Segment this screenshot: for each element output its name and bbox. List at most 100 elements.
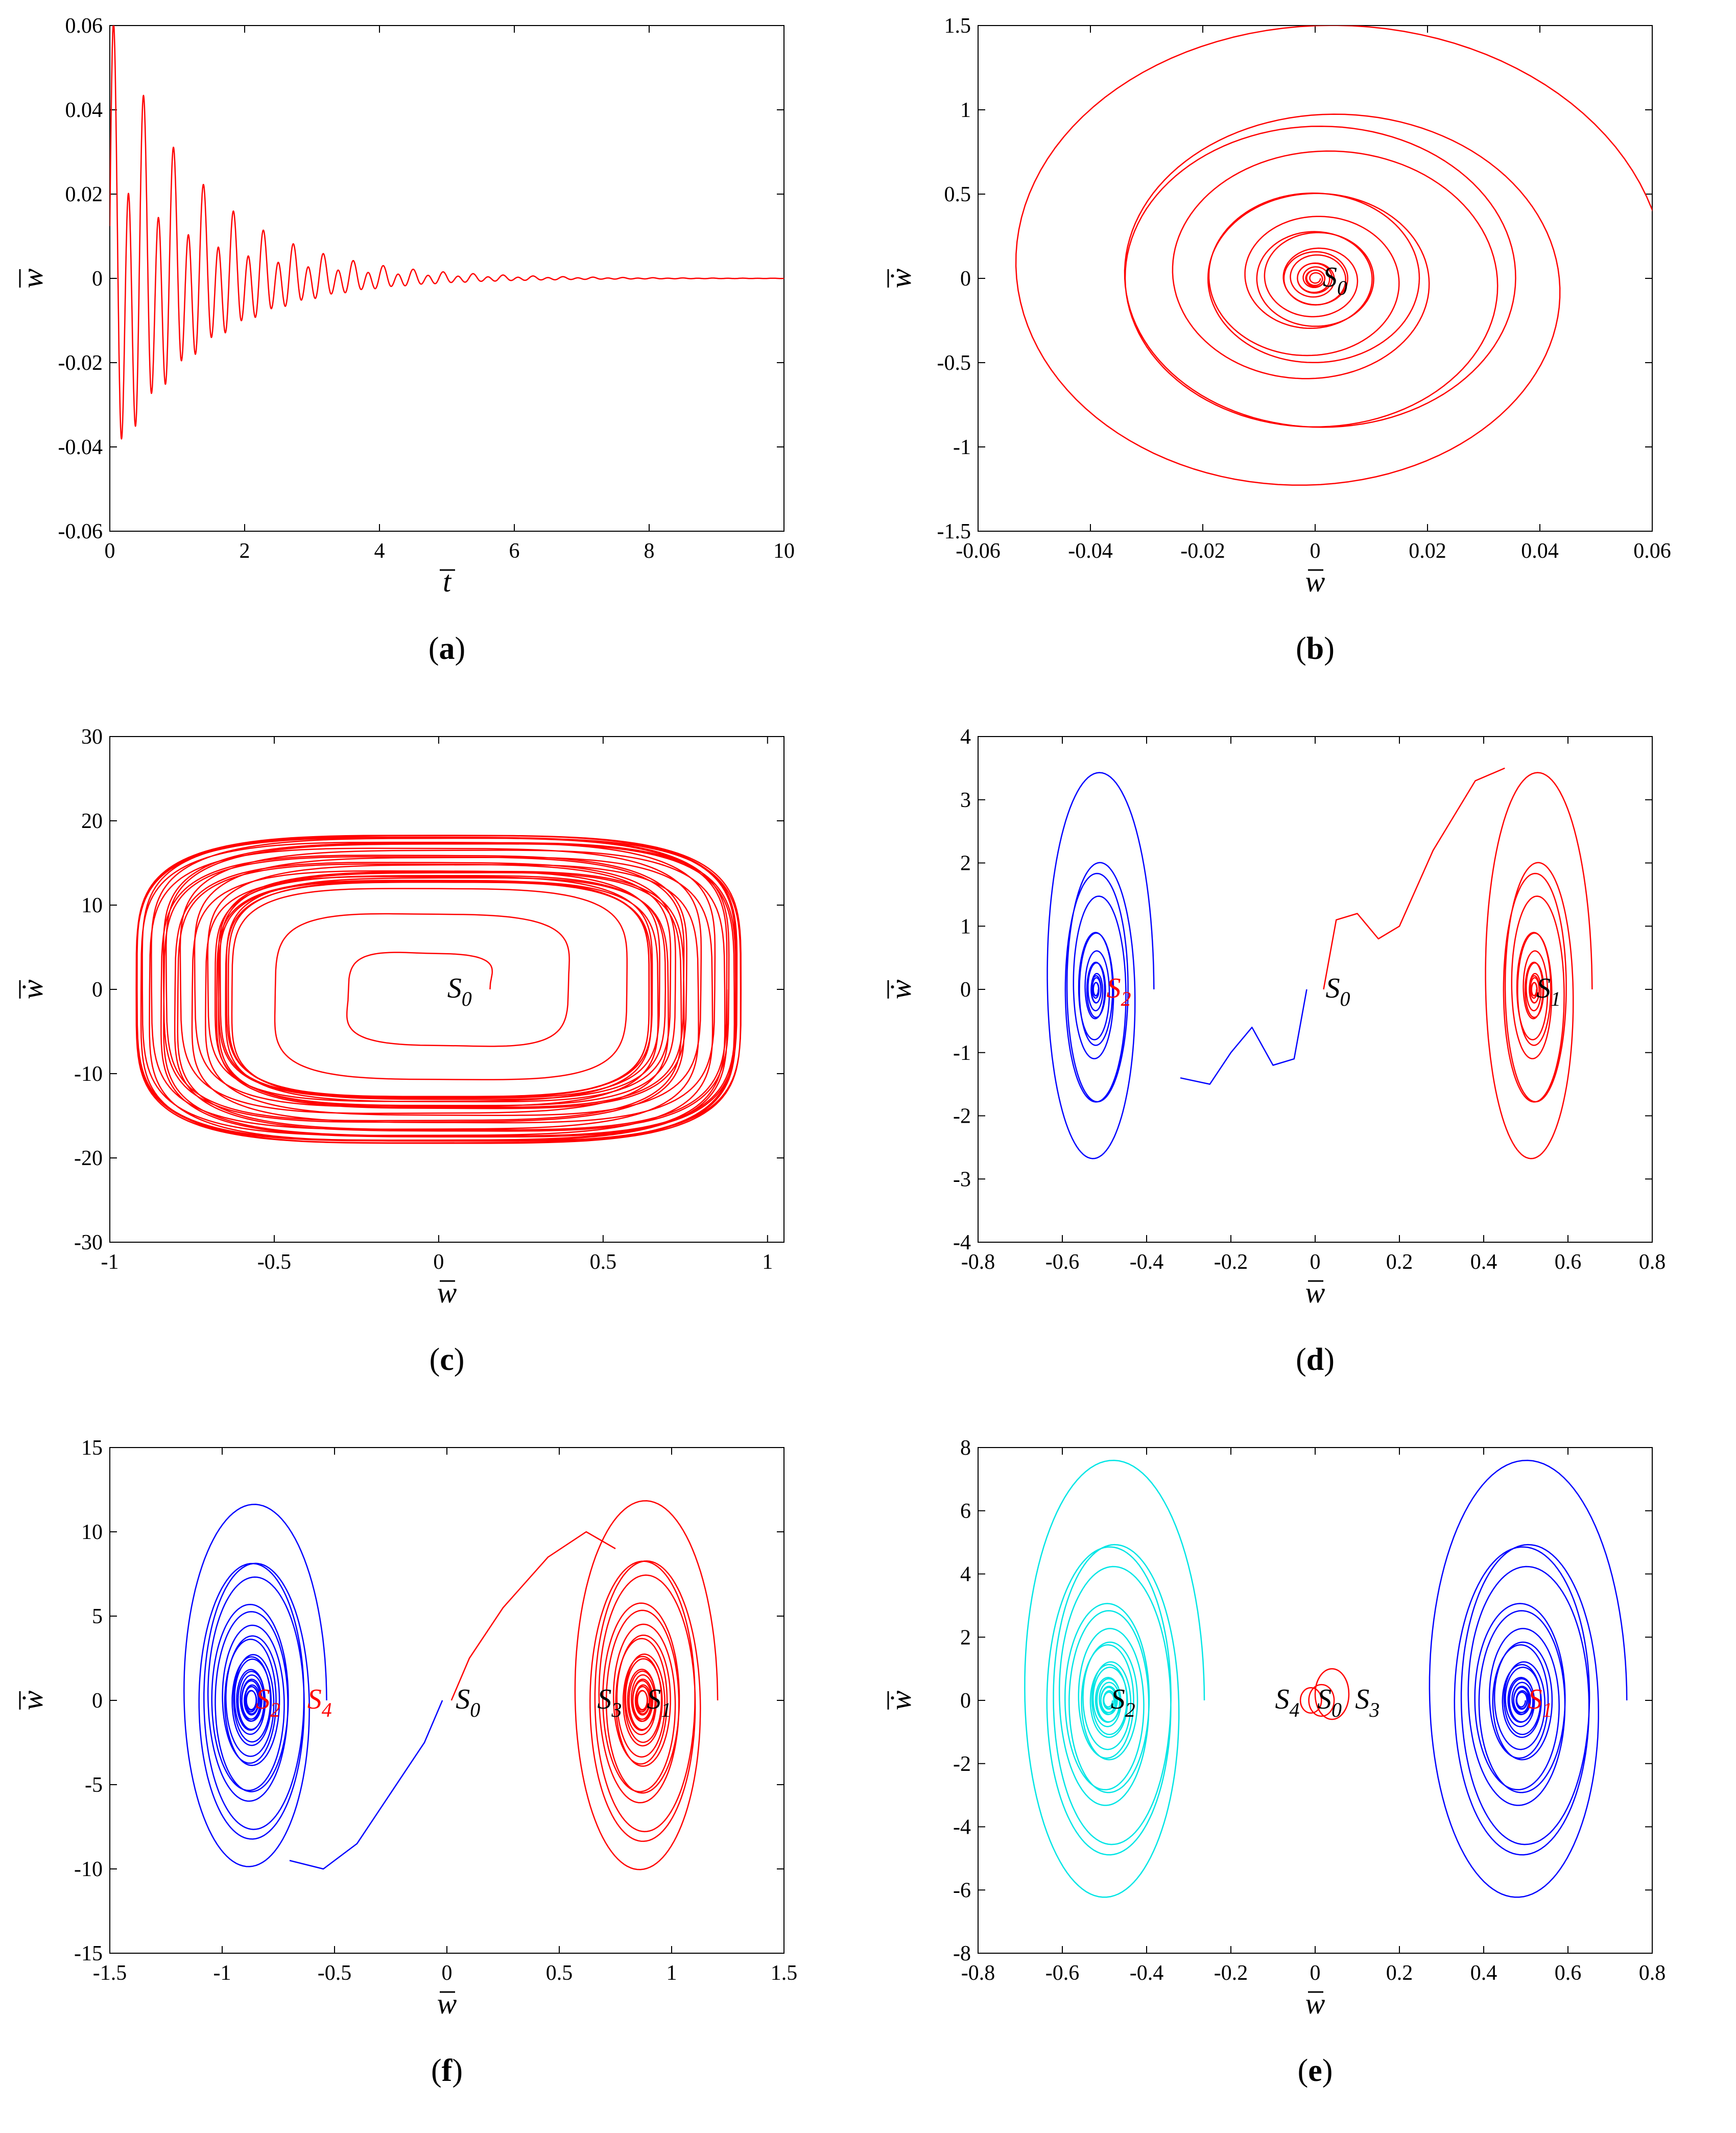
panel-label: (e) [1298,2053,1333,2088]
series-center-loop [1314,1668,1350,1720]
series-left-path [289,1700,443,1870]
panel-label: (f) [431,2053,463,2088]
x-tick-label: 2 [240,539,250,563]
panel-label: (c) [430,1342,465,1377]
series-trajectory [1015,26,1652,486]
y-tick-label: 5 [92,1605,103,1628]
x-tick-label: -0.2 [1214,1250,1248,1274]
series-right [1429,1459,1628,1898]
x-tick-label: 1 [667,1961,677,1985]
y-tick-label: 0 [960,1689,971,1713]
series-right-path [450,1531,616,1701]
x-tick-label: -0.06 [956,539,1001,563]
panel-d: -0.8 -0.6 -0.4 -0.2 0 0.2 0.4 0.6 0.8 -4 -3 -2 -1 0 1 2… [868,711,1736,1422]
x-tick-label: 0.2 [1386,1250,1413,1274]
y-tick-label: 4 [960,725,971,749]
equilibrium-label: S0 [1317,1684,1342,1721]
y-tick-label: 0 [92,1689,103,1713]
axes-box [109,1447,784,1954]
x-tick-label: -0.8 [961,1961,995,1985]
y-tick-label: -0.5 [937,351,971,375]
series-trajectory [135,835,742,1144]
x-tick-label: 1 [762,1250,773,1274]
x-tick-label: -0.4 [1130,1250,1164,1274]
y-tick-label: -4 [953,1816,971,1839]
x-tick-label: 0.2 [1386,1961,1413,1985]
x-tick-label: 0.4 [1470,1961,1497,1985]
x-tick-label: 0.8 [1639,1250,1666,1274]
equilibrium-label: S3 [1355,1684,1380,1721]
y-axis-label: ẇ [16,1690,49,1710]
y-tick-label: -5 [85,1773,103,1797]
equilibrium-label: S0 [447,973,472,1010]
plot-area [1024,1459,1628,1898]
x-tick-label: -0.2 [1214,1961,1248,1985]
x-tick-label: -0.4 [1130,1961,1164,1985]
y-tick-label: -2 [953,1752,971,1776]
panel-f: -1.5 -1 -0.5 0 0.5 1 1.5 -15 -10 -5 0 5 10 15 w ẇ (f) S0 S… [0,1422,868,2133]
equilibrium-label: S3 [597,1684,622,1721]
x-tick-label: 10 [773,539,795,563]
y-axis-group: ẇ [16,1690,49,1710]
x-tick-label: -1 [101,1250,119,1274]
panel-label: (a) [429,631,465,666]
equilibrium-label: S4 [307,1684,332,1721]
y-tick-label: 1.5 [944,14,971,38]
x-tick-label: -0.6 [1045,1961,1080,1985]
y-tick-label: -1 [953,436,971,459]
y-tick-label: -10 [74,1858,103,1881]
x-tick-label: 0.02 [1409,539,1446,563]
series-left [183,1504,327,1867]
equilibrium-label: S2 [1111,1684,1135,1721]
series-center-loop [1308,1684,1335,1717]
x-tick-label: 0.04 [1521,539,1559,563]
equilibrium-label: S2 [256,1684,280,1721]
x-tick-label: 0 [105,539,115,563]
y-tick-label: 2 [960,1626,971,1649]
x-tick-label: 8 [644,539,655,563]
x-tick-label: 0.4 [1470,1250,1497,1274]
x-tick-label: 0.5 [546,1961,573,1985]
y-axis-label: w [16,268,49,288]
y-axis-label: ẇ [16,979,49,999]
y-tick-label: -1 [953,1041,971,1065]
x-tick-label: -0.04 [1068,539,1113,563]
equilibrium-label: S1 [1536,973,1561,1010]
y-tick-label: 15 [81,1436,103,1460]
x-tick-label: -0.5 [318,1961,352,1985]
x-tick-label: 0.8 [1639,1961,1666,1985]
y-tick-label: -20 [74,1147,103,1170]
panel-a: 0 2 4 6 8 10 -0.06 -0.04 -0.02 0 0.02 0.04 0.06 t w (a) [0,0,868,711]
axes-box [978,25,1653,532]
panel-e: -0.8 -0.6 -0.4 -0.2 0 0.2 0.4 0.6 0.8 -8 -6 -4 -2 0 2 4… [868,1422,1736,2133]
y-tick-label: -2 [953,1105,971,1128]
plot-area [135,835,742,1144]
panel-b: -0.06 -0.04 -0.02 0 0.02 0.04 0.06 -1.5 -1 -0.5 0 0… [868,0,1736,711]
series-center-loop [1299,1687,1322,1714]
y-tick-label: 1 [960,99,971,122]
y-tick-label: 0 [960,978,971,1002]
x-tick-label: 0.06 [1633,539,1671,563]
y-tick-label: 0.5 [944,183,971,206]
y-axis-group: ẇ [884,268,917,288]
equilibrium-label: S0 [1326,973,1350,1010]
x-tick-label: -1.5 [93,1961,127,1985]
chart-b: -0.06 -0.04 -0.02 0 0.02 0.04 0.06 -1.5 -1 -0.5 0 0… [884,14,1671,666]
y-tick-label: -10 [74,1062,103,1086]
chart-a: 0 2 4 6 8 10 -0.06 -0.04 -0.02 0 0.02 0.04 0.06 t w (a) [16,14,795,666]
y-tick-label: -3 [953,1168,971,1191]
y-axis-group: ẇ [884,1690,917,1710]
y-axis-label: ẇ [884,1690,917,1710]
y-tick-label: -15 [74,1942,103,1965]
y-axis-group: ẇ [884,979,917,999]
y-tick-label: 0 [92,267,103,291]
x-tick-label: 1.5 [771,1961,798,1985]
equilibrium-label: S1 [647,1684,671,1721]
y-tick-label: 1 [960,915,971,938]
y-tick-label: 0.06 [65,14,103,38]
series-left [1047,772,1155,1159]
y-tick-label: 0 [92,978,103,1002]
y-tick-label: -8 [953,1942,971,1965]
equilibrium-label: S1 [1528,1684,1553,1721]
